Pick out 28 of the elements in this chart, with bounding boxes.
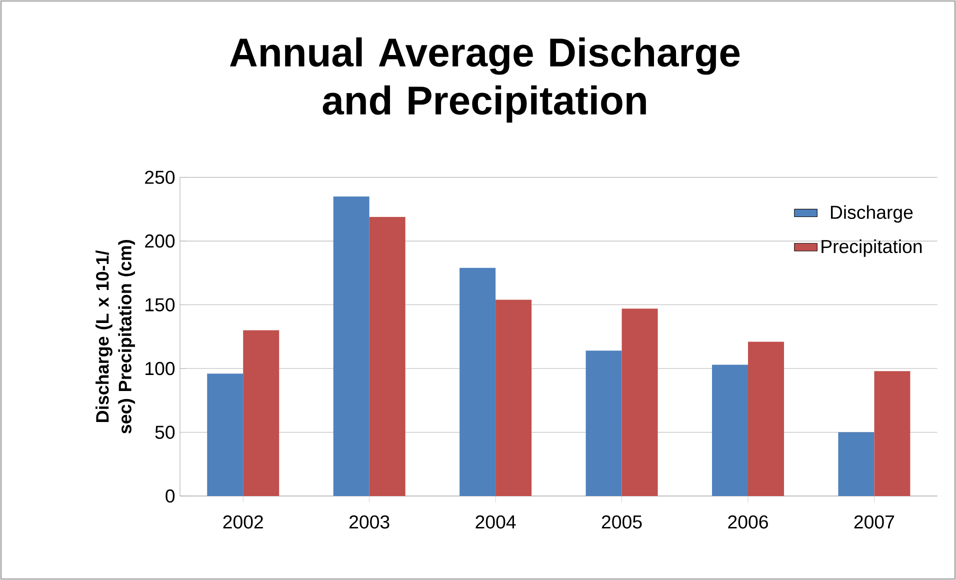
- x-tick-label: 2005: [602, 515, 642, 529]
- x-tick-label: 2003: [350, 515, 390, 529]
- y-tick-label: 50: [155, 426, 175, 439]
- x-tick-label: 2007: [854, 515, 894, 529]
- y-tick-label: 150: [146, 298, 175, 312]
- chart-title: Annual Average Discharge and Precipitation: [230, 37, 740, 123]
- bar: [496, 300, 532, 496]
- y-tick-label: 200: [145, 234, 175, 248]
- bar: [207, 374, 244, 496]
- y-tick-label: 250: [145, 170, 175, 184]
- bar: [460, 268, 496, 496]
- y-tick-label: 0: [166, 489, 175, 503]
- legend-label: Discharge: [830, 205, 913, 223]
- bar: [333, 196, 370, 496]
- x-tick-label: 2006: [728, 515, 768, 529]
- bar: [874, 371, 910, 496]
- y-tick-label: 100: [146, 362, 175, 376]
- x-tick-label: 2002: [223, 515, 263, 529]
- legend-label: Precipitation: [822, 239, 922, 257]
- bar: [748, 342, 784, 496]
- x-tick-label: 2004: [476, 515, 516, 529]
- bar: [369, 216, 406, 496]
- bar: [243, 330, 280, 496]
- y-axis-title: Discharge (L x 10-1/ sec) Precipitation (cm): [96, 240, 136, 434]
- bar: [712, 364, 748, 496]
- bar: [622, 308, 658, 496]
- bar: [838, 432, 874, 496]
- bar: [586, 350, 622, 496]
